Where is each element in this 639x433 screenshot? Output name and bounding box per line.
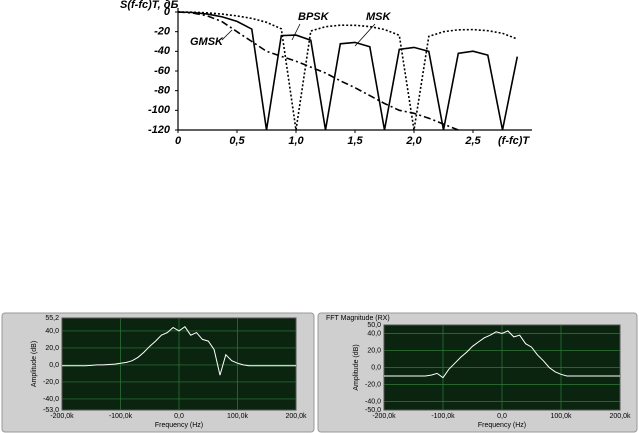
y-tick-label: 0,0 <box>371 364 381 371</box>
x-tick-label: -100,0k <box>431 413 455 420</box>
x-tick-label: 100,0k <box>227 413 249 420</box>
x-axis-label: (f-fc)T <box>498 135 530 147</box>
series-label: MSK <box>366 11 392 23</box>
x-tick-label: -100,0k <box>109 413 133 420</box>
x-tick-label: 100,0k <box>550 413 572 420</box>
x-tick-label: 2,0 <box>405 135 422 147</box>
series-line <box>177 11 518 131</box>
y-tick-label: 55,2 <box>45 315 59 322</box>
y-tick-label: -40 <box>154 45 171 57</box>
x-tick-label: 0 <box>175 135 182 147</box>
chart: 55,2 40,0 20,0 0,0 -20,0 -40,0 -53,0-200,0k -10… <box>31 315 307 429</box>
y-tick-label: -20,0 <box>43 379 59 386</box>
x-tick-label: 1,0 <box>288 135 304 147</box>
series-line <box>384 330 620 379</box>
x-tick-label: 1,5 <box>347 135 363 147</box>
series-label: GMSK <box>190 36 224 48</box>
x-tick-label: 2,5 <box>464 135 481 147</box>
y-tick-label: -100 <box>148 104 171 116</box>
x-tick-label: 0,0 <box>174 413 184 420</box>
y-axis-label: S(f-fc)T, дБ <box>120 0 179 11</box>
leader-line <box>291 23 301 41</box>
series-line <box>177 11 519 131</box>
y-tick-label: -120 <box>148 124 171 136</box>
series-label: BPSK <box>298 11 330 23</box>
x-tick-label: 200,0k <box>285 413 307 420</box>
x-axis-label: Frequency (Hz) <box>155 422 203 429</box>
chart: 50,040,0 20,0 0,0 -20,0 -40,0 -50,0-200,0k -10… <box>326 315 631 429</box>
chart: 0 -20 -40 -60 -80 -100 -120 0 0,5 1,0 1,5 2,0 2,5 S(f… <box>120 0 532 147</box>
y-tick-label: -60 <box>154 65 171 77</box>
y-tick-label: -50,0 <box>365 407 381 414</box>
x-tick-label: -200,0k <box>372 413 396 420</box>
y-tick-label: 50,0 <box>367 322 381 329</box>
y-tick-label: 40,0 <box>367 330 381 337</box>
series-line <box>62 325 296 376</box>
y-tick-label: -40,0 <box>365 398 381 405</box>
plot-frame <box>383 324 621 411</box>
y-tick-label: 40,0 <box>45 328 59 335</box>
y-tick-label: 20,0 <box>45 345 59 352</box>
series-line <box>177 11 459 131</box>
chart-title: FFT Magnitude (RX) <box>326 315 390 322</box>
y-axis-label: Amplitude (dB) <box>353 344 360 390</box>
y-axis-label: Amplitude (dB) <box>31 341 38 387</box>
y-tick-label: 0 <box>164 6 171 18</box>
x-tick-label: -200,0k <box>50 413 74 420</box>
x-tick-label: 200,0k <box>609 413 631 420</box>
y-tick-label: -20 <box>154 26 171 38</box>
y-tick-label: 0,0 <box>49 362 59 369</box>
leader-line <box>221 29 233 41</box>
y-tick-label: -53,0 <box>43 407 59 414</box>
leader-line <box>354 23 376 47</box>
y-tick-label: -40,0 <box>43 396 59 403</box>
plot-frame <box>61 317 297 411</box>
x-tick-label: 0,0 <box>497 413 507 420</box>
x-axis-label: Frequency (Hz) <box>478 422 526 429</box>
x-tick-label: 0,5 <box>229 135 245 147</box>
y-tick-label: -20,0 <box>365 381 381 388</box>
y-tick-label: -80 <box>154 85 171 97</box>
y-tick-label: 20,0 <box>367 347 381 354</box>
